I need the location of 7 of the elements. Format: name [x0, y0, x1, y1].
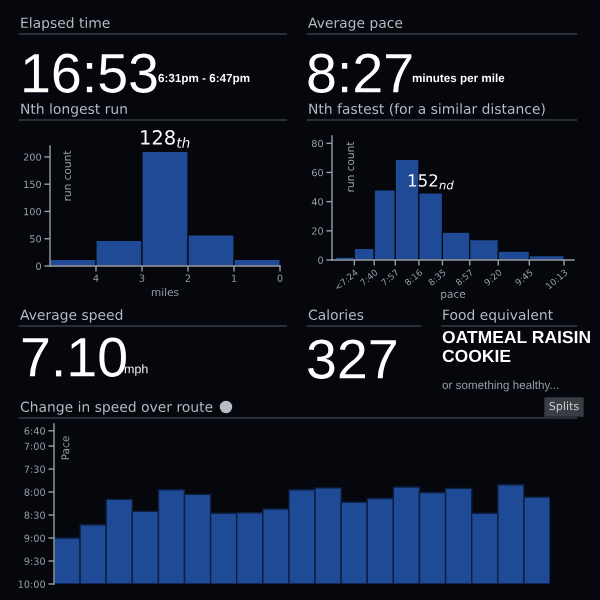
- text: OATMEAL RAISIN COOKIE: [442, 330, 590, 363]
- text: 16:53: [24, 53, 157, 93]
- annotation: 128$_{th}$: [141, 130, 190, 148]
- annotation: 152$_{nd}$: [408, 174, 454, 190]
- text: 7.10: [22, 337, 126, 377]
- text: 8:27: [308, 53, 412, 93]
- text: 327: [308, 339, 396, 379]
